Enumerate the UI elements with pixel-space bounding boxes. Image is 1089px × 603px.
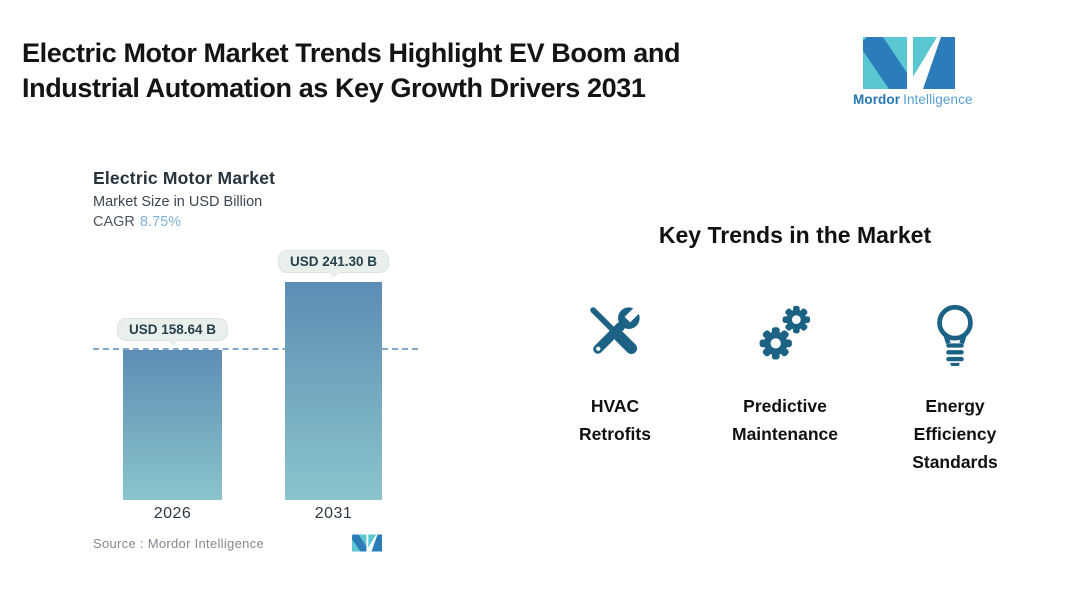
bar-2026 (123, 350, 222, 500)
chart-subtitle: Market Size in USD Billion (93, 194, 263, 210)
trends-row: HVAC Retrofits (530, 298, 1040, 476)
source-text: Source : Mordor Intelligence (93, 535, 264, 551)
brand-name-regular: Intelligence (903, 92, 973, 107)
brand-name-bold: Mordor (853, 92, 901, 107)
trend-label: HVAC Retrofits (579, 396, 651, 444)
source-row: Source : Mordor Intelligence (93, 534, 382, 552)
brand-wordmark: Mordor Intelligence (853, 92, 972, 107)
cagr-value: 8.75% (139, 214, 182, 230)
chart-title: Electric Motor Market (93, 168, 276, 188)
x-axis-label-2026: 2026 (153, 505, 192, 522)
cagr-label: CAGR (93, 214, 135, 230)
lightbulb-icon (937, 304, 973, 366)
bar-group-2026: USD 158.64 B (116, 250, 229, 500)
trend-item-energy-efficiency: Energy Efficiency Standards (870, 298, 1040, 476)
chart-cagr: CAGR 8.75% (93, 214, 275, 230)
bar-chart: USD 158.64 B USD 241.30 B 2026 2031 (93, 250, 418, 522)
x-axis-label-2031: 2031 (314, 505, 353, 522)
trend-item-hvac-retrofits: HVAC Retrofits (530, 298, 700, 476)
value-badge-2031: USD 241.30 B (277, 250, 390, 273)
chart-header: Electric Motor Market Market Size in USD… (93, 168, 275, 230)
value-badge-2026: USD 158.64 B (116, 318, 229, 341)
gears-icon (759, 305, 811, 360)
page-title: Electric Motor Market Trends Highlight E… (22, 36, 680, 106)
page-title-line1: Electric Motor Market Trends Highlight E… (22, 38, 681, 68)
page-title-line2: Industrial Automation as Key Growth Driv… (22, 73, 646, 103)
trends-heading: Key Trends in the Market (658, 222, 932, 248)
trend-label: Predictive Maintenance (732, 396, 838, 444)
mordor-intelligence-logo-icon (863, 37, 955, 89)
bar-group-2031: USD 241.30 B (277, 250, 390, 500)
source-logo-icon (352, 534, 382, 552)
bar-2031 (285, 282, 382, 500)
brand-logo: Mordor Intelligence (853, 37, 972, 107)
tools-icon (590, 305, 642, 355)
trend-label: Energy Efficiency Standards (912, 396, 998, 472)
reference-line (93, 348, 418, 350)
trend-item-predictive-maintenance: Predictive Maintenance (700, 298, 870, 476)
